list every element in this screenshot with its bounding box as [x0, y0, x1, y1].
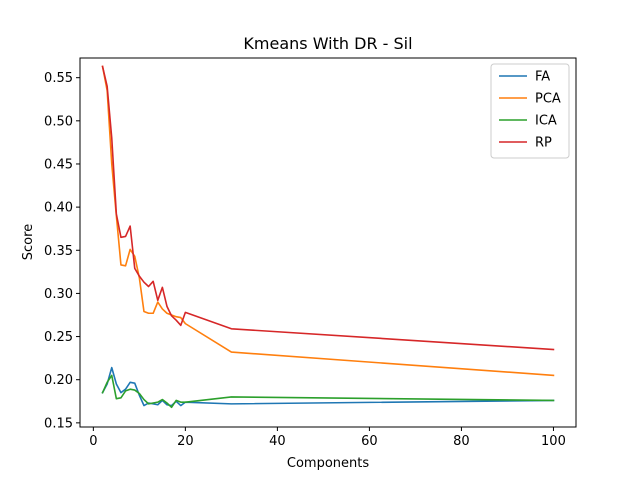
- x-tick-label: 100: [541, 434, 566, 449]
- axes-frame: [79, 57, 577, 428]
- y-tick-label: 0.20: [44, 373, 73, 388]
- series-line-pca: [101, 65, 555, 377]
- legend-label-rp: RP: [535, 136, 552, 151]
- y-tick-label: 0.15: [44, 416, 73, 431]
- y-tick-label: 0.50: [44, 114, 73, 129]
- legend-box: [490, 63, 570, 159]
- x-tick-label: 60: [361, 434, 378, 449]
- series-line-ica: [101, 374, 555, 409]
- plot-area: 0 20 40 60 80 100 0.15 0.20 0.25 0.30 0.35 0.40 0.45…: [44, 57, 577, 449]
- x-tick-label: 40: [269, 434, 286, 449]
- legend-label-ica: ICA: [535, 114, 557, 129]
- y-tick-label: 0.40: [44, 201, 73, 216]
- x-tick-label: 80: [453, 434, 470, 449]
- legend-label-pca: PCA: [535, 92, 561, 107]
- y-tick-label: 0.30: [44, 287, 73, 302]
- x-tick-label: 0: [89, 434, 97, 449]
- y-axis-label: Score: [21, 224, 36, 260]
- chart-title: Kmeans With DR - Sil: [243, 34, 412, 53]
- y-tick-label: 0.45: [44, 157, 73, 172]
- legend: FA PCA ICA RP: [490, 63, 570, 159]
- y-tick-label: 0.25: [44, 330, 73, 345]
- series-line-rp: [101, 65, 555, 351]
- x-tick-label: 20: [177, 434, 194, 449]
- x-axis-label: Components: [287, 456, 369, 471]
- y-tick-label: 0.35: [44, 244, 73, 259]
- legend-label-fa: FA: [535, 70, 550, 85]
- y-tick-label: 0.55: [44, 71, 73, 86]
